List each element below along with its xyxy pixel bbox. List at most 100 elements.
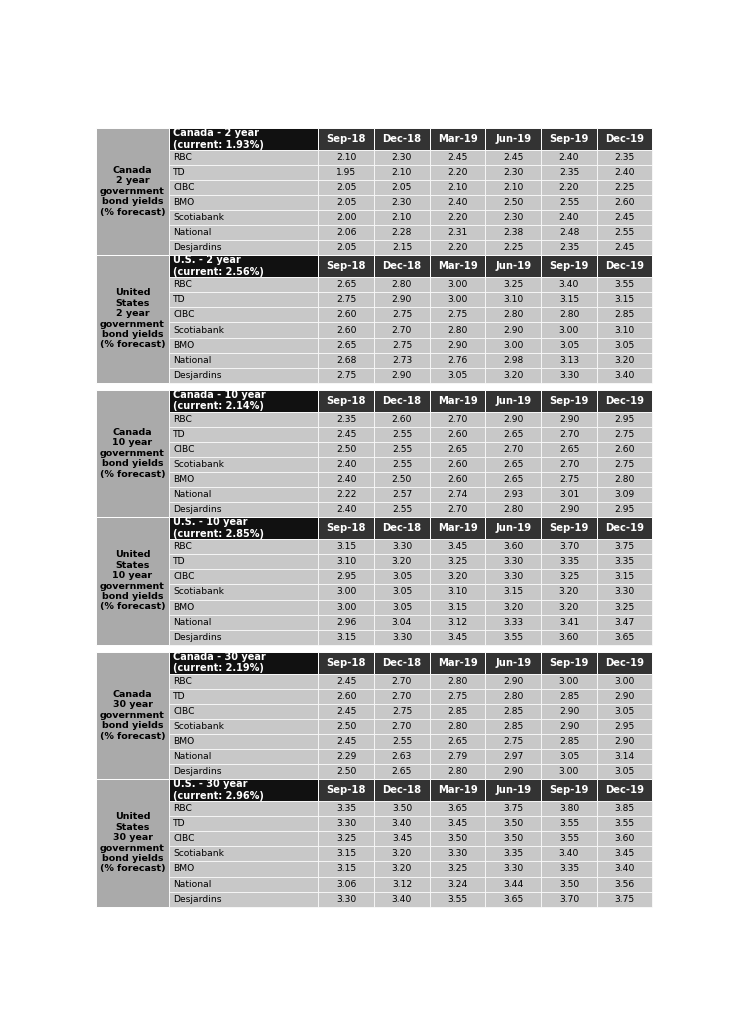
Bar bbox=[430, 892, 485, 906]
Text: National: National bbox=[173, 880, 212, 889]
Bar bbox=[430, 585, 485, 599]
Bar bbox=[430, 599, 485, 614]
Bar bbox=[374, 517, 430, 540]
Text: 2.96: 2.96 bbox=[336, 617, 356, 627]
Text: 2.95: 2.95 bbox=[337, 572, 356, 582]
Bar bbox=[597, 502, 653, 517]
Bar bbox=[485, 293, 541, 307]
Text: 3.30: 3.30 bbox=[447, 850, 468, 858]
Bar bbox=[318, 165, 374, 180]
Text: 2.10: 2.10 bbox=[503, 183, 523, 191]
Text: Mar-19: Mar-19 bbox=[438, 523, 477, 534]
Bar bbox=[597, 150, 653, 165]
Bar bbox=[430, 487, 485, 502]
Bar bbox=[169, 180, 318, 195]
Bar bbox=[169, 427, 318, 442]
Bar bbox=[318, 703, 374, 719]
Bar bbox=[374, 734, 430, 749]
Bar bbox=[169, 255, 318, 278]
Text: 2.79: 2.79 bbox=[447, 752, 468, 761]
Bar bbox=[485, 389, 541, 412]
Bar bbox=[485, 487, 541, 502]
Text: National: National bbox=[173, 228, 212, 238]
Bar bbox=[374, 630, 430, 645]
Text: 2.75: 2.75 bbox=[447, 692, 468, 700]
Text: Mar-19: Mar-19 bbox=[438, 785, 477, 796]
Bar bbox=[597, 734, 653, 749]
Text: 2.45: 2.45 bbox=[615, 213, 635, 222]
Text: 3.15: 3.15 bbox=[447, 602, 468, 611]
Text: 1.95: 1.95 bbox=[337, 168, 356, 177]
Text: 2.40: 2.40 bbox=[558, 213, 579, 222]
Text: Sep-18: Sep-18 bbox=[326, 657, 366, 668]
Bar bbox=[430, 210, 485, 225]
Text: 2.45: 2.45 bbox=[336, 430, 356, 439]
Text: 3.15: 3.15 bbox=[615, 295, 634, 304]
Text: 3.30: 3.30 bbox=[337, 895, 356, 903]
Bar bbox=[169, 338, 318, 352]
Text: Sep-19: Sep-19 bbox=[549, 523, 588, 534]
Bar bbox=[597, 585, 653, 599]
Text: 2.45: 2.45 bbox=[336, 707, 356, 716]
Bar bbox=[169, 502, 318, 517]
Text: 3.20: 3.20 bbox=[615, 355, 635, 365]
Bar bbox=[318, 630, 374, 645]
Text: 3.25: 3.25 bbox=[337, 835, 356, 844]
Text: 2.70: 2.70 bbox=[392, 692, 412, 700]
Text: 3.25: 3.25 bbox=[447, 864, 468, 873]
Text: 3.10: 3.10 bbox=[337, 557, 356, 566]
Bar bbox=[597, 816, 653, 831]
Text: 2.65: 2.65 bbox=[336, 341, 356, 349]
Text: RBC: RBC bbox=[173, 677, 192, 686]
Bar bbox=[169, 801, 318, 816]
Text: 2.70: 2.70 bbox=[558, 430, 579, 439]
Bar bbox=[318, 734, 374, 749]
Bar bbox=[430, 801, 485, 816]
Bar bbox=[169, 734, 318, 749]
Bar bbox=[597, 599, 653, 614]
Bar bbox=[318, 389, 374, 412]
Text: 3.13: 3.13 bbox=[559, 355, 579, 365]
Bar bbox=[597, 847, 653, 861]
Text: 2.45: 2.45 bbox=[615, 243, 635, 252]
Bar bbox=[318, 614, 374, 630]
Text: U.S. - 10 year
(current: 2.85%): U.S. - 10 year (current: 2.85%) bbox=[173, 517, 264, 539]
Text: 3.24: 3.24 bbox=[447, 880, 468, 889]
Text: 2.35: 2.35 bbox=[559, 243, 579, 252]
Text: 2.25: 2.25 bbox=[615, 183, 635, 191]
Bar bbox=[374, 847, 430, 861]
Bar bbox=[597, 651, 653, 674]
Text: 3.14: 3.14 bbox=[615, 752, 635, 761]
Bar bbox=[485, 674, 541, 689]
Text: 2.90: 2.90 bbox=[503, 677, 523, 686]
Text: 3.30: 3.30 bbox=[503, 572, 523, 582]
Bar bbox=[485, 195, 541, 210]
Text: 3.05: 3.05 bbox=[392, 572, 412, 582]
Text: 2.31: 2.31 bbox=[447, 228, 468, 238]
Text: 3.30: 3.30 bbox=[392, 543, 412, 551]
Text: 2.80: 2.80 bbox=[503, 505, 523, 514]
Bar bbox=[374, 801, 430, 816]
Bar bbox=[318, 764, 374, 779]
Bar bbox=[541, 892, 597, 906]
Bar bbox=[597, 614, 653, 630]
Bar bbox=[430, 719, 485, 734]
Text: 2.38: 2.38 bbox=[503, 228, 523, 238]
Text: 3.75: 3.75 bbox=[615, 895, 634, 903]
Bar bbox=[374, 195, 430, 210]
Text: CIBC: CIBC bbox=[173, 183, 195, 191]
Text: 3.30: 3.30 bbox=[392, 633, 412, 642]
Text: RBC: RBC bbox=[173, 281, 192, 290]
Bar bbox=[169, 487, 318, 502]
Text: 2.85: 2.85 bbox=[559, 737, 579, 745]
Text: Jun-19: Jun-19 bbox=[495, 395, 531, 406]
Text: TD: TD bbox=[173, 692, 186, 700]
Bar bbox=[169, 210, 318, 225]
Text: 3.15: 3.15 bbox=[559, 295, 579, 304]
Text: 3.00: 3.00 bbox=[558, 767, 579, 776]
Text: 3.05: 3.05 bbox=[615, 341, 635, 349]
Text: BMO: BMO bbox=[173, 864, 194, 873]
Text: 2.60: 2.60 bbox=[447, 475, 468, 484]
Text: 2.80: 2.80 bbox=[447, 677, 468, 686]
Text: 2.40: 2.40 bbox=[615, 168, 635, 177]
